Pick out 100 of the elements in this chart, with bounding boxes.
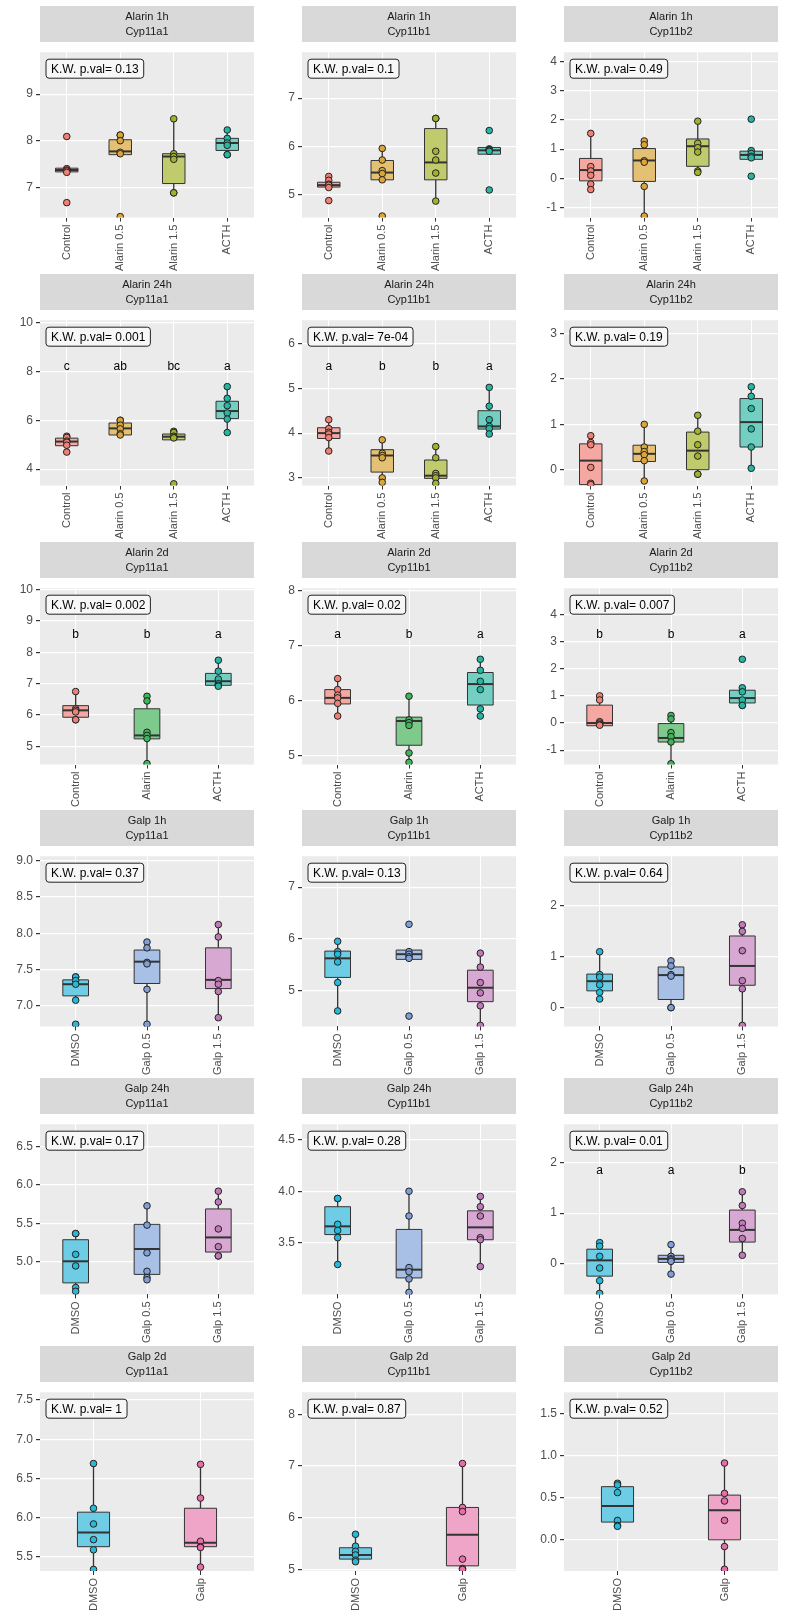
y-tick-label: 6.0	[16, 1177, 34, 1192]
annotation: K.W. p.val= 0.19	[575, 329, 664, 344]
x-tick-label: Alarin 1.5	[166, 492, 179, 540]
x-tick-label: Control	[321, 224, 334, 260]
annotation: K.W. p.val= 7e-04	[313, 329, 409, 344]
x-tick-label: Alarin 1.5	[166, 224, 179, 272]
x-tick-label: Control	[59, 492, 72, 528]
chart-subtitle: Cyp11a1	[124, 828, 170, 843]
annotation: bc	[167, 358, 181, 373]
chart-title: Alarin 1h	[124, 9, 170, 24]
chart-subtitle: Cyp11b2	[648, 560, 694, 575]
chart-subtitle: Cyp11b1	[386, 828, 432, 843]
y-tick-label: 1	[550, 688, 558, 703]
y-tick-label: 7	[288, 637, 296, 652]
annotation: b	[596, 626, 604, 641]
x-tick-label: Control	[59, 224, 72, 260]
chart-title: Alarin 1h	[386, 9, 432, 24]
y-tick-label: 2	[550, 371, 558, 386]
annotation: K.W. p.val= 0.001	[51, 329, 146, 344]
y-tick-label: 7	[26, 179, 34, 194]
x-tick-label: Control	[321, 492, 334, 528]
y-tick-label: -1	[546, 742, 558, 757]
x-tick-label: ACTH	[735, 771, 748, 802]
y-tick-label: 2	[550, 661, 558, 676]
y-tick-label: 9.0	[16, 852, 34, 867]
annotation: b	[667, 626, 675, 641]
y-tick-label: 9	[26, 86, 34, 101]
y-tick-label: 1	[550, 416, 558, 431]
y-tick-label: 2	[550, 898, 558, 913]
annotation: K.W. p.val= 0.002	[51, 597, 146, 612]
x-tick-label: DMSO	[592, 1300, 605, 1335]
chart-subtitle: Cyp11b1	[386, 292, 432, 307]
x-tick-label: Alarin 1.5	[690, 492, 703, 540]
x-tick-label: Alarin	[664, 771, 677, 800]
x-tick-label: DMSO	[348, 1577, 361, 1611]
chart-title: Galp 1h	[388, 813, 430, 828]
chart-title: Galp 24h	[385, 1081, 433, 1096]
y-tick-label: 8	[26, 133, 34, 147]
y-tick-label: 7.5	[16, 1392, 34, 1407]
chart-title: Alarin 2d	[386, 545, 432, 560]
x-tick-label: ACTH	[482, 224, 495, 255]
chart-subtitle: Cyp11a1	[124, 560, 170, 575]
x-tick-label: Galp 0.5	[664, 1033, 677, 1076]
annotation: K.W. p.val= 0.13	[313, 865, 402, 880]
annotation: a	[667, 1162, 675, 1177]
annotation: K.W. p.val= 0.49	[575, 61, 664, 76]
y-tick-label: 10	[19, 582, 34, 597]
annotation: b	[378, 358, 386, 373]
chart-title: Galp 2d	[126, 1349, 168, 1364]
annotation: a	[738, 626, 746, 641]
annotation: K.W. p.val= 0.1	[313, 61, 395, 76]
annotation: b	[72, 626, 80, 641]
chart-title: Galp 1h	[126, 813, 168, 828]
annotation: K.W. p.val= 0.02	[313, 597, 402, 612]
y-tick-label: 5	[288, 1561, 296, 1576]
y-tick-label: 4.5	[278, 1131, 296, 1146]
y-tick-label: 8	[26, 644, 34, 659]
y-tick-label: 2	[550, 112, 558, 127]
x-tick-label: DMSO	[330, 1300, 343, 1335]
x-tick-label: ACTH	[482, 492, 495, 523]
x-tick-label: Galp 0.5	[664, 1301, 677, 1344]
x-tick-label: Galp 0.5	[140, 1301, 153, 1344]
chart-subtitle: Cyp11b1	[386, 1096, 432, 1111]
chart-subtitle: Cyp11b1	[386, 24, 432, 39]
y-tick-label: 6	[26, 412, 34, 427]
chart-title: Alarin 24h	[383, 277, 435, 292]
x-tick-label: DMSO	[68, 1300, 81, 1335]
x-tick-label: Galp 1.5	[211, 1301, 224, 1344]
annotation: a	[476, 626, 484, 641]
y-tick-label: 10	[19, 314, 34, 329]
x-tick-label: Galp 0.5	[140, 1033, 153, 1076]
chart-title: Alarin 1h	[648, 9, 694, 24]
x-tick-label: Alarin 0.5	[113, 224, 126, 272]
x-tick-label: ACTH	[220, 492, 233, 523]
y-tick-label: 2	[550, 1154, 558, 1169]
x-tick-label: Galp	[455, 1578, 468, 1602]
x-tick-label: Galp 1.5	[473, 1301, 486, 1344]
annotation: K.W. p.val= 0.52	[575, 1401, 664, 1416]
chart-title: Galp 2d	[388, 1349, 430, 1364]
y-tick-label: 3	[288, 470, 296, 485]
y-tick-label: 1.5	[540, 1405, 558, 1420]
y-tick-label: 1	[550, 141, 558, 156]
annotation: b	[143, 626, 151, 641]
y-tick-label: 5	[288, 982, 296, 997]
x-tick-label: Alarin 0.5	[113, 492, 126, 540]
chart-subtitle: Cyp11b2	[648, 292, 694, 307]
y-tick-label: 6	[288, 692, 296, 707]
y-tick-label: 3	[550, 83, 558, 98]
x-tick-label: ACTH	[744, 492, 757, 523]
y-tick-label: 0.5	[540, 1489, 558, 1504]
y-tick-label: 0	[550, 1256, 558, 1271]
chart-title: Galp 24h	[123, 1081, 171, 1096]
annotation: K.W. p.val= 1	[51, 1401, 123, 1416]
x-tick-label: Control	[592, 771, 605, 808]
y-tick-label: 4	[26, 461, 34, 476]
y-tick-label: 6.0	[16, 1509, 34, 1524]
x-tick-label: Alarin 0.5	[637, 492, 650, 540]
chart-title: Galp 24h	[647, 1081, 695, 1096]
y-tick-label: 8	[288, 582, 296, 597]
y-tick-label: 3.5	[278, 1235, 296, 1250]
